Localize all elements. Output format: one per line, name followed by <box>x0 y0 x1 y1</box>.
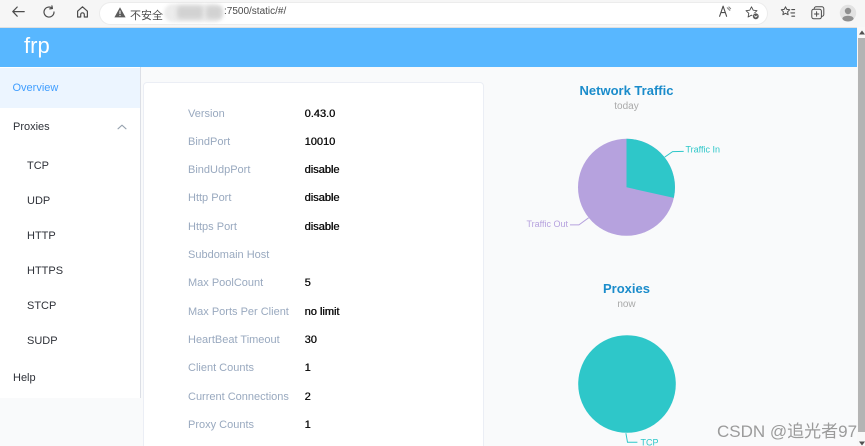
svg-text:TCP: TCP <box>641 437 659 446</box>
svg-text:Traffic Out: Traffic Out <box>526 219 568 229</box>
svg-text:Traffic In: Traffic In <box>686 145 721 155</box>
